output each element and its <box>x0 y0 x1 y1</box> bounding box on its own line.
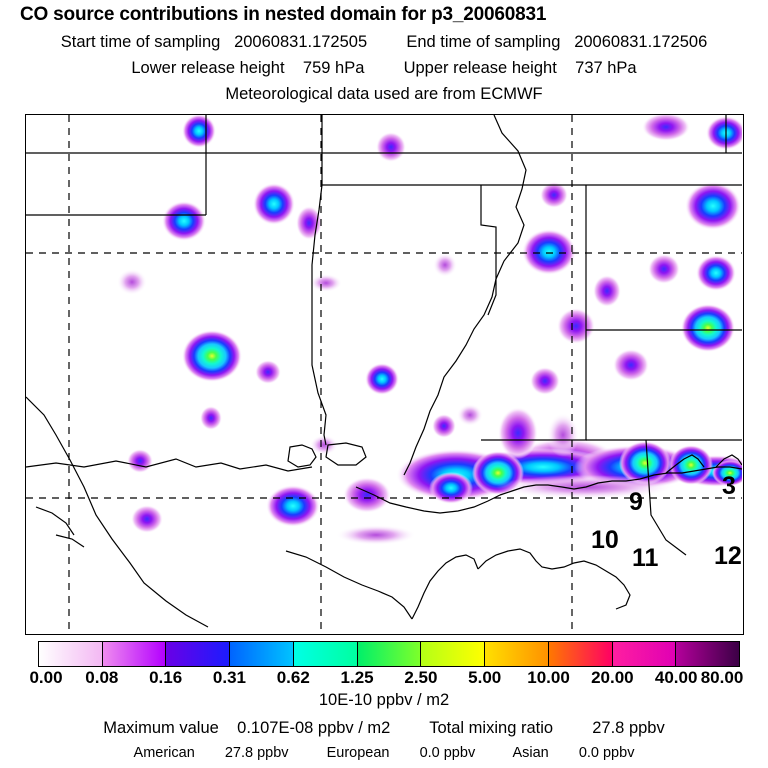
release-height-line: Lower release height 759 hPa Upper relea… <box>0 59 768 78</box>
colorbar-segment <box>39 642 103 666</box>
sampling-time-line: Start time of sampling 20060831.172505 E… <box>0 33 768 52</box>
colorbar-tick: 20.00 <box>591 668 634 687</box>
colorbar-tick: 0.62 <box>276 668 310 687</box>
summary-line-1: Maximum value 0.107E-08 ppbv / m2 Total … <box>0 719 768 738</box>
colorbar-tick: 0.00 <box>29 668 63 687</box>
station-marker-3[interactable]: 3 <box>722 472 736 500</box>
european-value: 0.0 ppbv <box>419 745 476 761</box>
lower-release-value: 759 hPa <box>302 59 365 77</box>
station-marker-10[interactable]: 10 <box>591 526 619 554</box>
colorbar-tick-labels: 0.00 0.08 0.16 0.31 0.62 1.25 2.50 5.00 10.00 20.… <box>0 668 768 690</box>
station-marker-12[interactable]: 12 <box>714 542 742 570</box>
colorbar-tick: 2.50 <box>404 668 438 687</box>
end-time-value: 20060831.172506 <box>574 33 708 51</box>
american-label: American <box>133 745 195 761</box>
met-data-line: Meteorological data used are from ECMWF <box>225 85 543 103</box>
colorbar-tick: 5.00 <box>468 668 502 687</box>
colorbar-segment <box>102 642 167 666</box>
colorbar-segment <box>357 642 422 666</box>
total-mixing-ratio-label: Total mixing ratio <box>429 719 554 737</box>
colorbar-segment <box>421 642 486 666</box>
colorbar-unit-label: 10E-10 ppbv / m2 <box>318 691 450 709</box>
colorbar-tick: 0.08 <box>85 668 119 687</box>
colorbar-tick: 40.00 <box>654 668 698 687</box>
start-time-value: 20060831.172505 <box>234 33 368 51</box>
upper-release-label: Upper release height <box>403 59 557 77</box>
colorbar-tick: 0.31 <box>212 668 246 687</box>
colorbar-segment <box>166 642 231 666</box>
colorbar-segment <box>612 642 677 666</box>
european-label: European <box>326 745 390 761</box>
concentration-field <box>117 115 742 545</box>
summary-line-2: American 27.8 ppbv European 0.0 ppbv Asi… <box>0 745 768 761</box>
start-time-label: Start time of sampling <box>60 33 221 51</box>
asian-value: 0.0 ppbv <box>578 745 635 761</box>
colorbar-segment <box>676 642 740 666</box>
asian-label: Asian <box>512 745 549 761</box>
max-value-label: Maximum value <box>103 719 219 737</box>
map-panel[interactable] <box>25 114 744 635</box>
colorbar-tick: 0.16 <box>149 668 183 687</box>
colorbar[interactable] <box>38 641 740 667</box>
geography-outlines <box>26 115 742 628</box>
colorbar-tick: 10.00 <box>527 668 570 687</box>
colorbar-segment <box>548 642 613 666</box>
colorbar-segment <box>230 642 294 666</box>
page-title: CO source contributions in nested domain… <box>20 4 547 25</box>
graticule <box>26 115 742 633</box>
colorbar-tick: 1.25 <box>340 668 374 687</box>
colorbar-segment <box>293 642 358 666</box>
end-time-label: End time of sampling <box>406 33 561 51</box>
american-value: 27.8 ppbv <box>224 745 289 761</box>
station-marker-9[interactable]: 9 <box>629 488 643 516</box>
lower-release-label: Lower release height <box>131 59 285 77</box>
colorbar-tick: 80.00 <box>700 668 744 687</box>
map-canvas <box>26 115 742 633</box>
upper-release-value: 737 hPa <box>575 59 637 77</box>
station-marker-11[interactable]: 11 <box>632 544 659 572</box>
colorbar-segment <box>485 642 549 666</box>
total-mixing-ratio-value: 27.8 ppbv <box>592 719 665 737</box>
max-value-value: 0.107E-08 ppbv / m2 <box>237 719 391 737</box>
